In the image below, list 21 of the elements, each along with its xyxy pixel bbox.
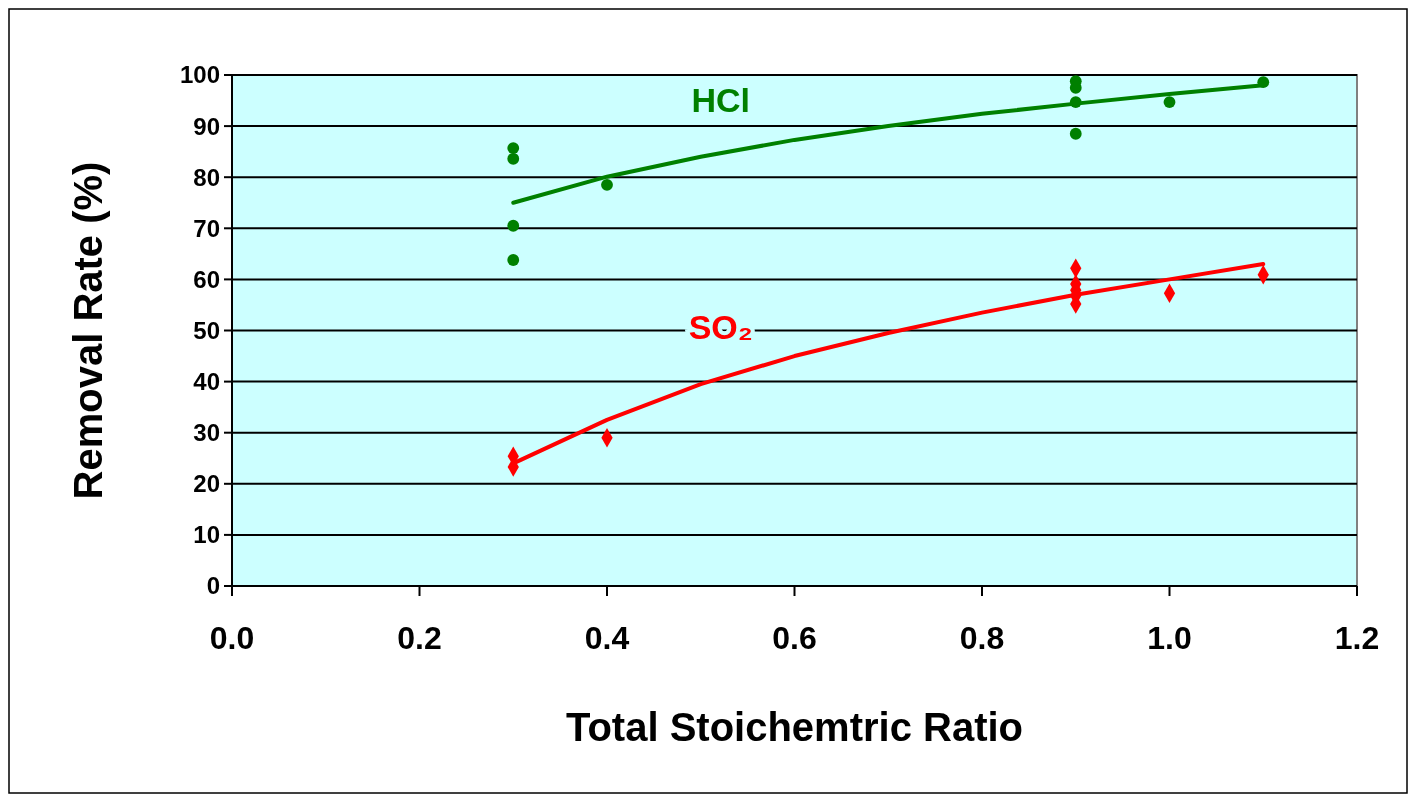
y-tick-label: 90: [193, 112, 220, 140]
y-tick-label: 70: [193, 214, 220, 242]
y-tick-label: 80: [193, 163, 220, 191]
x-tick-label: 0.4: [584, 620, 630, 656]
x-tick-label: 0.6: [772, 620, 817, 656]
y-tick-label: 20: [193, 470, 220, 498]
y-tick-label: 40: [193, 368, 220, 395]
y-tick-label: 10: [193, 521, 220, 549]
x-axis-title: Total Stoichemtric Ratio: [565, 705, 1024, 749]
x-tick-label: 1.0: [1147, 620, 1192, 656]
y-tick-label: 30: [193, 419, 220, 447]
y-tick-label: 0: [206, 572, 220, 600]
y-axis-title: Removal Rate (%): [66, 161, 110, 500]
x-tick-label: 0.2: [397, 620, 442, 656]
y-tick-label: 100: [179, 61, 220, 89]
series-label: HCl: [691, 80, 751, 119]
y-tick-label: 60: [193, 265, 220, 293]
x-tick-label: 0.8: [959, 620, 1005, 656]
x-tick-label: 1.2: [1334, 620, 1380, 656]
x-tick-label: 0.0: [209, 620, 255, 656]
y-tick-label: 50: [193, 316, 220, 344]
